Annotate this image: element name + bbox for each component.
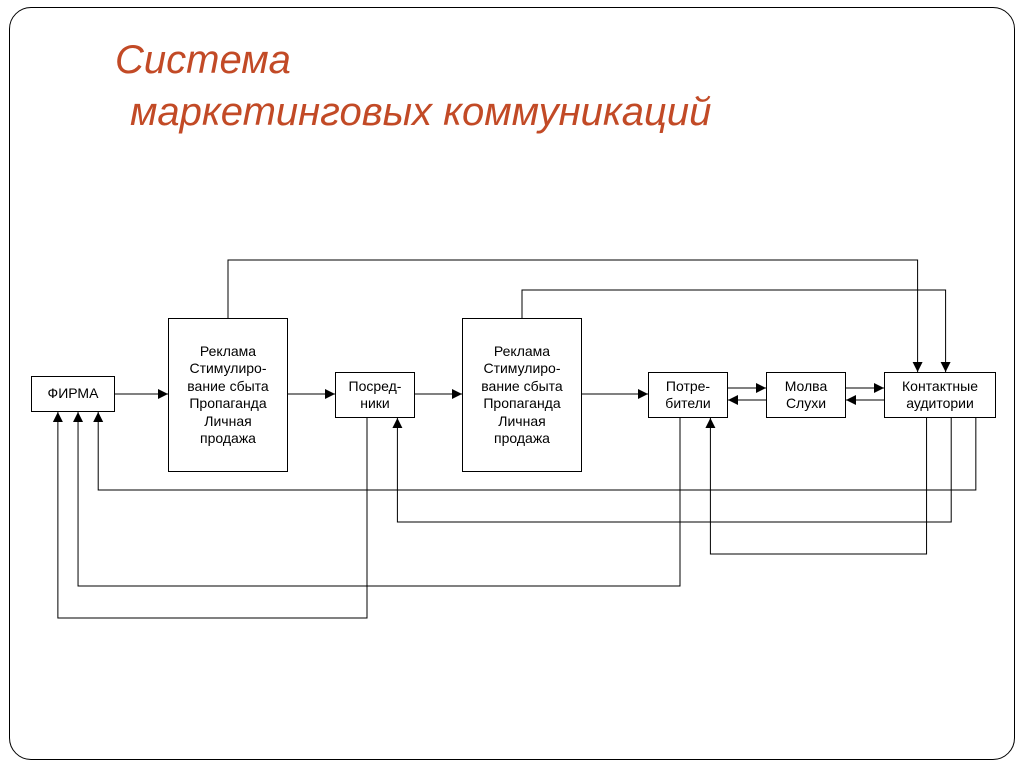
node-text: ники <box>360 395 390 413</box>
title-line-2: маркетинговых коммуникаций <box>130 90 711 135</box>
node-text: Стимулиро- <box>189 360 266 378</box>
node-text: ФИРМА <box>48 385 99 403</box>
node-mix1: РекламаСтимулиро-вание сбытаПропагандаЛи… <box>168 318 288 472</box>
node-rumor: МолваСлухи <box>766 372 846 418</box>
node-text: Реклама <box>200 343 256 361</box>
node-text: Стимулиро- <box>483 360 560 378</box>
node-text: Пропаганда <box>483 395 560 413</box>
node-text: Личная <box>498 413 545 431</box>
node-firm: ФИРМА <box>31 376 115 412</box>
title-line-1: Система <box>115 38 291 83</box>
node-text: Слухи <box>786 395 826 413</box>
node-text: бители <box>665 395 710 413</box>
node-inter: Посред-ники <box>335 372 415 418</box>
node-text: Потре- <box>666 378 710 396</box>
node-text: Посред- <box>349 378 402 396</box>
node-text: Личная <box>204 413 251 431</box>
node-text: Реклама <box>494 343 550 361</box>
node-text: Пропаганда <box>189 395 266 413</box>
node-text: аудитории <box>906 395 974 413</box>
node-cons: Потре-бители <box>648 372 728 418</box>
node-text: продажа <box>200 430 256 448</box>
node-text: вание сбыта <box>481 378 562 396</box>
node-text: продажа <box>494 430 550 448</box>
node-aud: Контактныеаудитории <box>884 372 996 418</box>
node-text: Молва <box>785 378 828 396</box>
node-text: Контактные <box>902 378 978 396</box>
node-text: вание сбыта <box>187 378 268 396</box>
node-mix2: РекламаСтимулиро-вание сбытаПропагандаЛи… <box>462 318 582 472</box>
